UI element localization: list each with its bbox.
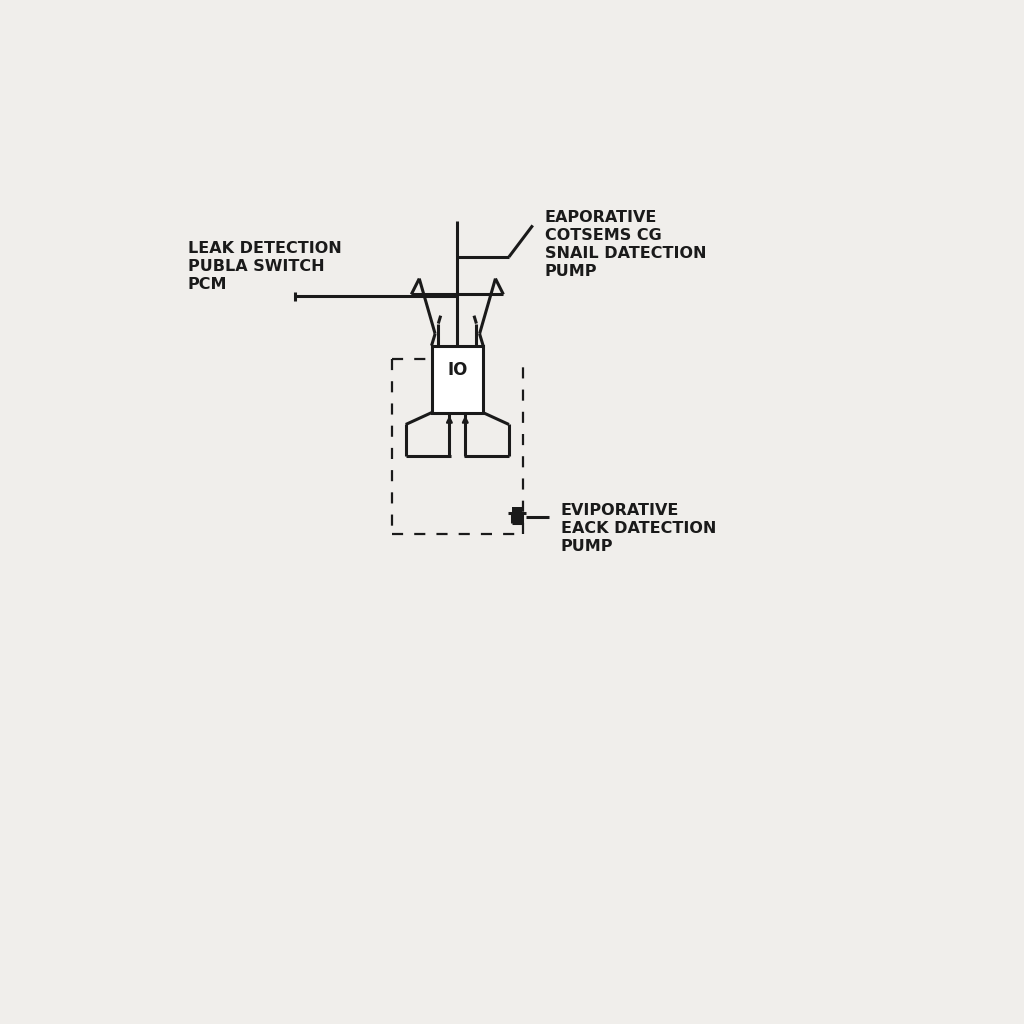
- Text: EVIPORATIVE
EACK DATECTION
PUMP: EVIPORATIVE EACK DATECTION PUMP: [560, 503, 716, 554]
- Text: LEAK DETECTION
PUBLA SWITCH
PCM: LEAK DETECTION PUBLA SWITCH PCM: [187, 241, 341, 292]
- Text: IO: IO: [447, 360, 468, 379]
- Text: EAPORATIVE
COTSEMS CG
SNAIL DATECTION
PUMP: EAPORATIVE COTSEMS CG SNAIL DATECTION PU…: [545, 210, 707, 279]
- Bar: [512, 507, 522, 523]
- FancyBboxPatch shape: [431, 346, 483, 413]
